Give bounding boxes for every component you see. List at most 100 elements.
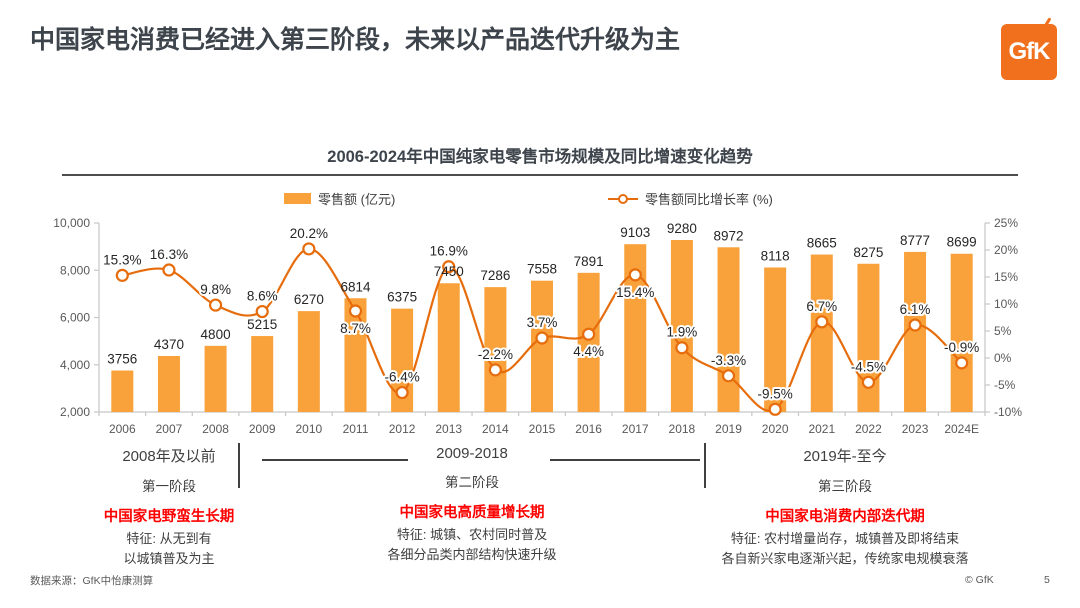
bar-value-2017: 9103 (620, 225, 650, 240)
page-title: 中国家电消费已经进入第三阶段，未来以产品迭代升级为主 (30, 26, 681, 54)
phase-1-period: 2008年及以前 (122, 448, 216, 465)
bar-2013 (437, 283, 460, 412)
phase-3-stage: 第三阶段 (818, 479, 872, 494)
bar-2009 (251, 336, 274, 412)
bar-2017 (624, 244, 647, 412)
right-axis-label: -10% (994, 405, 1022, 419)
x-axis-label-2009: 2009 (249, 422, 276, 436)
growth-label-2024E: -0.9% (944, 340, 979, 355)
growth-label-2018: 1.9% (667, 325, 698, 340)
bar-value-2011: 6814 (340, 279, 371, 294)
bar-value-2007: 4370 (154, 337, 184, 352)
left-axis-label: 4,000 (60, 358, 90, 372)
growth-label-2017: 15.4% (616, 285, 654, 300)
legend-line-label: 零售额同比增长率 (%) (645, 192, 773, 207)
growth-label-2020: -9.5% (758, 386, 793, 401)
growth-label-2015: 3.7% (527, 315, 558, 330)
growth-marker-2023 (908, 318, 922, 332)
legend-bar-series: 零售额 (亿元) (284, 189, 395, 208)
bar-2014 (484, 287, 507, 412)
growth-marker-2022 (861, 375, 876, 389)
x-axis-label-2021: 2021 (808, 422, 835, 436)
phase-1-feature-1: 特征: 从无到有 (126, 531, 212, 546)
x-axis-label-2018: 2018 (669, 422, 696, 436)
phase-2-feature-1: 特征: 城镇、农村同时普及 (396, 527, 548, 542)
right-axis-label: 15% (994, 270, 1018, 284)
bar-2024E (950, 253, 973, 412)
growth-marker-2018 (675, 341, 689, 355)
growth-label-2023: 6.1% (900, 302, 931, 317)
bar-2023 (904, 251, 927, 412)
title-divider (62, 174, 1018, 176)
growth-label-2016: 4.4% (573, 344, 604, 359)
bar-2022 (857, 263, 880, 412)
bar-value-2013: 7450 (434, 264, 464, 279)
growth-marker-2014 (488, 363, 502, 377)
x-axis-label-2023: 2023 (902, 422, 929, 436)
left-axis-label: 8,000 (60, 263, 90, 277)
combo-chart: 10,000 8,000 6,000 4,000 2,000 25% 20% 15% 10% 5%… (53, 216, 1022, 436)
bar-value-2024E: 8699 (947, 235, 977, 250)
bar-value-2009: 5215 (247, 317, 277, 332)
bar-value-2020: 8118 (761, 248, 790, 263)
right-axis-label: 0% (994, 351, 1012, 365)
bar-value-2018: 9280 (667, 221, 697, 236)
x-axis-label-2014: 2014 (482, 422, 509, 436)
x-axis-label-2017: 2017 (622, 422, 649, 436)
x-axis-label-2015: 2015 (529, 422, 556, 436)
growth-marker-2008 (208, 298, 223, 312)
phase-2-title: 中国家电高质量增长期 (399, 505, 545, 521)
bar-2018 (670, 240, 693, 412)
left-axis-label: 6,000 (60, 311, 90, 325)
page-number: 5 (1044, 574, 1050, 586)
right-axis-label: 20% (994, 243, 1018, 257)
phase-1-stage: 第一阶段 (142, 479, 196, 494)
bar-value-2008: 4800 (201, 327, 231, 342)
gfk-logo: GfK (1001, 17, 1057, 80)
bar-value-2015: 7558 (527, 262, 557, 277)
growth-marker-2020 (768, 402, 782, 416)
right-axis-label: -5% (994, 378, 1016, 392)
chart-title: 2006-2024年中国纯家电零售市场规模及同比增速变化趋势 (327, 148, 753, 166)
bar-value-2021: 8665 (807, 236, 837, 251)
growth-label-2010: 20.2% (290, 226, 328, 241)
phase-1-block: 2008年及以前 第一阶段 中国家电野蛮生长期 特征: 从无到有 以城镇普及为主 (64, 445, 274, 566)
legend-bar-label: 零售额 (亿元) (318, 192, 396, 207)
gfk-logo-accent-icon (1041, 17, 1052, 31)
growth-marker-2009 (255, 304, 269, 319)
x-axis-label-2013: 2013 (435, 422, 462, 436)
phase-2-stage: 第二阶段 (445, 475, 499, 490)
growth-label-2019: -3.3% (711, 353, 746, 368)
growth-marker-2013 (442, 260, 456, 274)
phase-3-block: 2019年-至今 第三阶段 中国家电消费内部迭代期 特征: 农村增量尚存，城镇普… (685, 445, 1005, 566)
phase-divider-2 (704, 443, 706, 488)
growth-label-2012: -6.4% (384, 370, 419, 385)
growth-marker-2024E (955, 356, 969, 370)
x-axis-label-2016: 2016 (575, 422, 602, 436)
x-axis-label-2006: 2006 (109, 422, 136, 436)
growth-marker-2019 (721, 369, 736, 383)
phase-3-feature-1: 特征: 农村增量尚存，城镇普及即将结束 (730, 531, 960, 546)
phase-3-feature-2: 各自新兴家电逐渐兴起，传统家电规模衰落 (721, 551, 969, 566)
bar-2015 (531, 280, 553, 412)
bar-swatch-icon (284, 193, 311, 204)
growth-label-2008: 9.8% (200, 282, 231, 297)
bar-value-2014: 7286 (480, 268, 510, 283)
growth-label-2014: -2.2% (478, 347, 513, 362)
growth-marker-2012 (395, 385, 409, 400)
bar-2016 (577, 272, 600, 412)
bar-value-2016: 7891 (574, 254, 604, 269)
growth-marker-2007 (162, 263, 176, 277)
phase2-bracket-right (550, 459, 700, 461)
bar-2021 (810, 254, 833, 412)
growth-label-2013: 16.9% (430, 244, 468, 259)
bar-2020 (764, 267, 787, 412)
bar-value-2019: 8972 (714, 228, 744, 243)
x-axis-label-2012: 2012 (389, 422, 416, 436)
left-axis-label: 10,000 (53, 216, 90, 230)
growth-marker-2015 (535, 331, 549, 345)
phase-2-feature-2: 各细分品类内部结构快速升级 (387, 547, 557, 562)
line-marker-icon (608, 193, 638, 205)
x-axis-label-2011: 2011 (343, 422, 369, 436)
